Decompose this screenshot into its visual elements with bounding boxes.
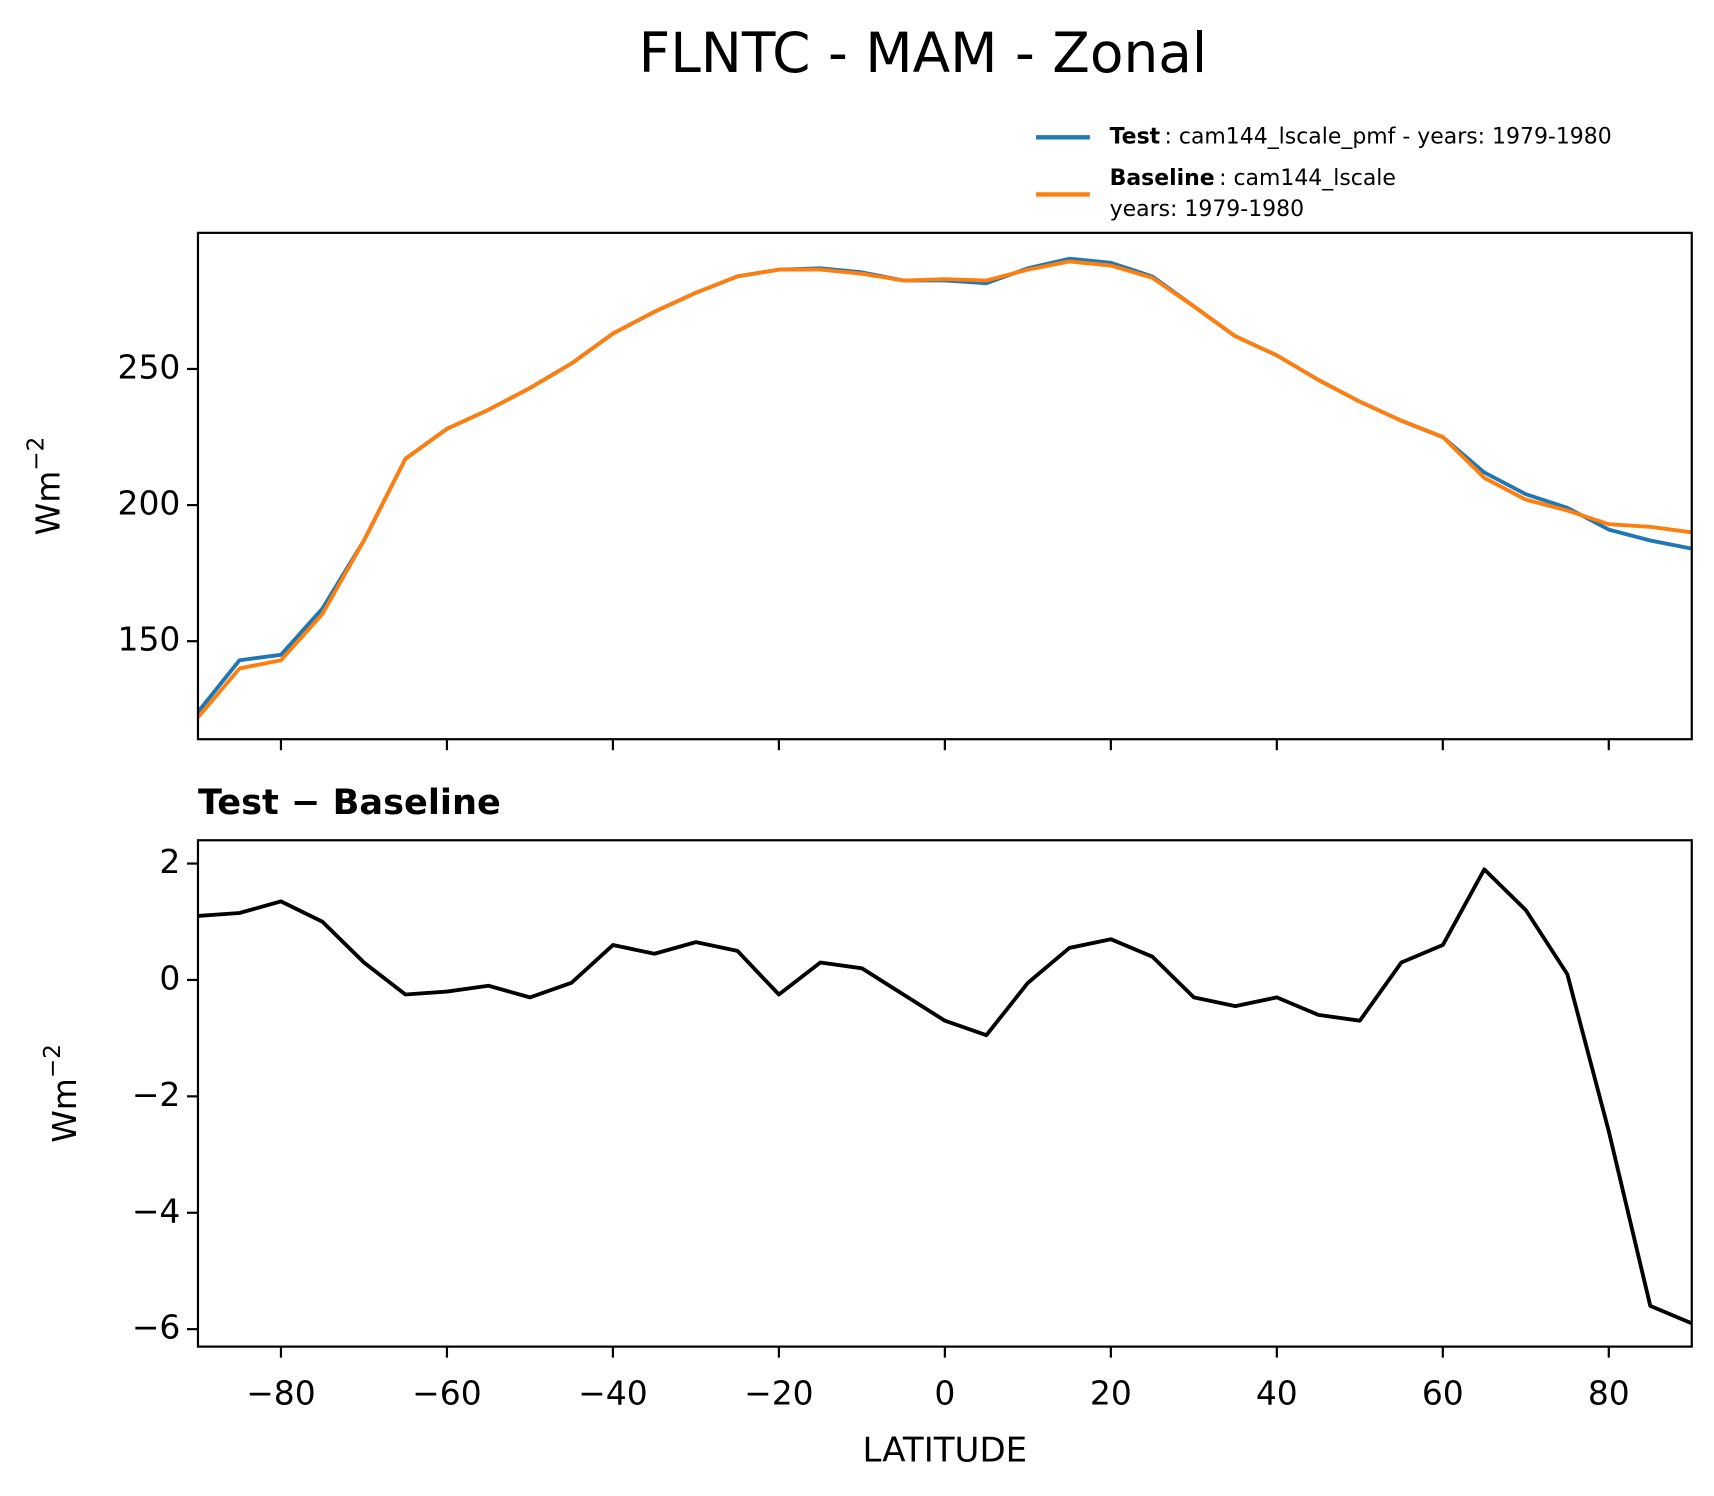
y-tick-label: 150 bbox=[118, 620, 181, 659]
y-tick-label: −4 bbox=[132, 1191, 181, 1230]
x-axis-label: LATITUDE bbox=[863, 1431, 1028, 1471]
data-line bbox=[197, 867, 1692, 1326]
x-tick-label: 80 bbox=[1588, 1373, 1630, 1412]
x-tick-label: 40 bbox=[1256, 1373, 1298, 1412]
y-tick-label: −6 bbox=[132, 1308, 181, 1347]
x-tick-label: −20 bbox=[744, 1373, 814, 1412]
plot-area bbox=[197, 867, 1692, 1326]
x-tick-label: −80 bbox=[246, 1373, 316, 1412]
y-axis-label-sup: −2 bbox=[23, 437, 49, 471]
x-tick-label: −40 bbox=[578, 1373, 648, 1412]
panel-title: Test − Baseline bbox=[198, 782, 501, 823]
data-line bbox=[197, 259, 1692, 719]
x-tick-label: −60 bbox=[412, 1373, 482, 1412]
y-axis-label: Wm−2 bbox=[39, 1044, 83, 1143]
legend-description: : cam144_lscale bbox=[1219, 166, 1396, 191]
axes-frame bbox=[196, 231, 1693, 741]
legend-label: Test: cam144_lscale_pmf - years: 1979-19… bbox=[1110, 124, 1612, 149]
legend-label: Baseline: cam144_lscale bbox=[1110, 166, 1396, 191]
y-tick-label: 2 bbox=[159, 842, 180, 881]
legend-name: Baseline bbox=[1110, 166, 1215, 191]
legend-description: : cam144_lscale_pmf - years: 1979-1980 bbox=[1165, 124, 1612, 149]
y-axis-label: Wm−2 bbox=[23, 437, 67, 536]
axes-frame bbox=[196, 839, 1693, 1348]
y-tick-label: −2 bbox=[132, 1075, 181, 1114]
y-axis-label-base: Wm bbox=[28, 471, 67, 536]
x-tick-label: 20 bbox=[1090, 1373, 1132, 1412]
data-line bbox=[197, 256, 1692, 714]
plot-area bbox=[197, 256, 1692, 719]
y-axis-label-base: Wm bbox=[45, 1078, 84, 1143]
y-tick-label: 250 bbox=[118, 347, 181, 386]
legend-name: Test bbox=[1110, 124, 1161, 149]
y-tick-label: 0 bbox=[159, 958, 180, 997]
y-tick-label: 200 bbox=[118, 484, 181, 523]
x-tick-label: 60 bbox=[1422, 1373, 1464, 1412]
y-axis-label-sup: −2 bbox=[39, 1044, 65, 1078]
figure-title: FLNTC - MAM - Zonal bbox=[639, 21, 1208, 85]
x-tick-label: 0 bbox=[934, 1373, 955, 1412]
legend-description-line: years: 1979-1980 bbox=[1110, 197, 1304, 222]
